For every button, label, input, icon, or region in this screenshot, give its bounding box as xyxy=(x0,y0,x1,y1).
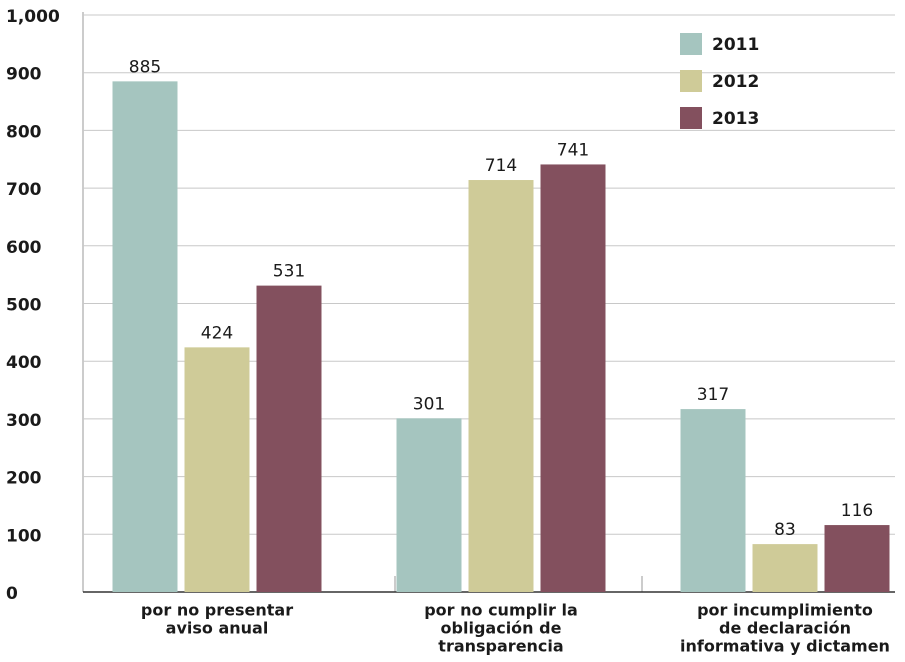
bar xyxy=(468,180,534,592)
bar xyxy=(540,164,606,592)
y-tick-label: 500 xyxy=(6,296,42,316)
bar xyxy=(112,81,178,592)
y-tick-label: 700 xyxy=(6,180,42,200)
legend-label: 2013 xyxy=(712,109,759,129)
bar xyxy=(824,525,890,592)
bar xyxy=(184,347,250,592)
y-tick-label: 900 xyxy=(6,65,42,85)
value-label: 83 xyxy=(774,520,796,540)
value-label: 116 xyxy=(841,501,873,521)
bar xyxy=(256,285,322,592)
value-label: 531 xyxy=(273,262,305,282)
bar xyxy=(752,544,818,592)
x-tick-label: por no cumplir la xyxy=(424,601,578,620)
y-tick-label: 400 xyxy=(6,353,42,373)
y-tick-label: 300 xyxy=(6,411,42,431)
x-tick-label: transparencia xyxy=(438,637,563,656)
x-tick-label: por incumplimiento xyxy=(697,601,873,620)
x-tick-label: informativa y dictamen xyxy=(680,637,890,656)
x-tick-label: obligación de xyxy=(441,619,562,638)
value-label: 714 xyxy=(485,156,517,176)
legend-label: 2012 xyxy=(712,72,759,92)
value-label: 301 xyxy=(413,394,445,414)
y-tick-label: 0 xyxy=(6,584,18,604)
y-tick-label: 1,000 xyxy=(6,7,60,27)
legend-swatch xyxy=(680,33,702,55)
value-label: 885 xyxy=(129,57,161,77)
bar xyxy=(396,418,462,592)
bar xyxy=(680,409,746,592)
x-tick-label: por no presentar xyxy=(141,601,293,620)
y-tick-label: 800 xyxy=(6,122,42,142)
value-label: 424 xyxy=(201,323,233,343)
legend-swatch xyxy=(680,70,702,92)
legend-label: 2011 xyxy=(712,35,759,55)
x-tick-label: de declaración xyxy=(719,619,851,638)
y-tick-label: 600 xyxy=(6,238,42,258)
x-tick-label: aviso anual xyxy=(166,619,269,638)
legend-swatch xyxy=(680,107,702,129)
value-label: 741 xyxy=(557,140,589,160)
value-label: 317 xyxy=(697,385,729,405)
y-tick-label: 100 xyxy=(6,526,42,546)
y-tick-label: 200 xyxy=(6,469,42,489)
